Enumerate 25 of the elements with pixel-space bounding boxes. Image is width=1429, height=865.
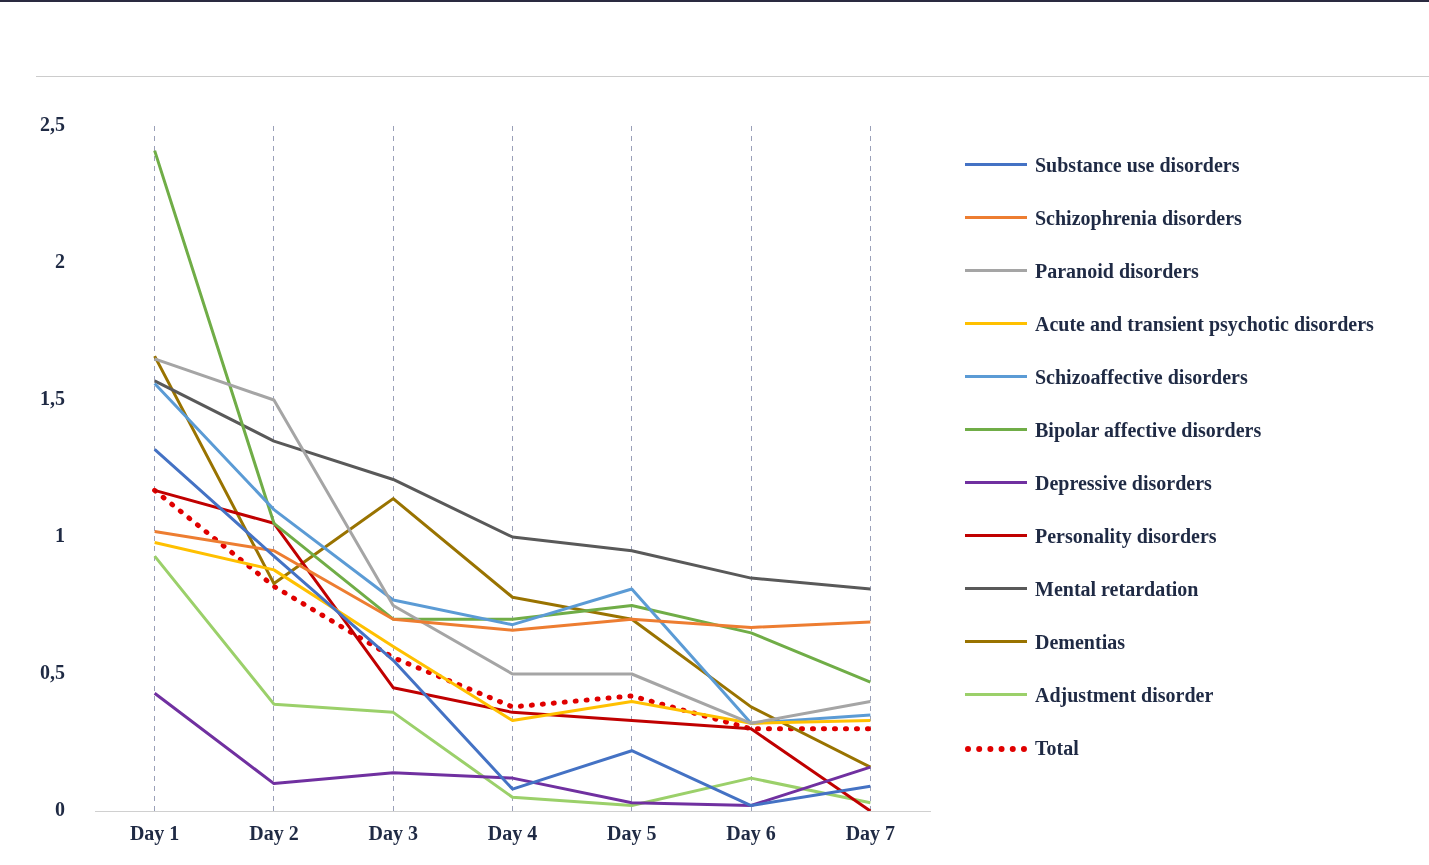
x-tick-label: Day 6 bbox=[726, 822, 776, 846]
legend-label: Personality disorders bbox=[1035, 524, 1217, 549]
legend-label: Dementias bbox=[1035, 630, 1125, 655]
legend-label: Bipolar affective disorders bbox=[1035, 418, 1262, 443]
y-tick-label: 1,5 bbox=[40, 387, 65, 410]
legend-label: Total bbox=[1035, 736, 1079, 761]
legend-label: Mental retardation bbox=[1035, 577, 1199, 602]
y-tick-label: 2 bbox=[55, 250, 65, 273]
legend-label: Substance use disorders bbox=[1035, 153, 1240, 178]
y-tick-label: 1 bbox=[55, 524, 65, 547]
legend-label: Paranoid disorders bbox=[1035, 259, 1199, 284]
legend-label: Depressive disorders bbox=[1035, 471, 1212, 496]
x-tick-label: Day 2 bbox=[249, 822, 299, 846]
y-tick-label: 0 bbox=[55, 798, 65, 821]
legend-label: Schizoaffective disorders bbox=[1035, 365, 1248, 390]
x-tick-label: Day 5 bbox=[607, 822, 657, 846]
y-tick-label: 2,5 bbox=[40, 113, 65, 136]
legend-label: Schizophrenia disorders bbox=[1035, 206, 1242, 231]
x-tick-label: Day 7 bbox=[845, 822, 896, 846]
x-tick-label: Day 4 bbox=[487, 822, 538, 846]
x-tick-label: Day 1 bbox=[129, 822, 180, 846]
y-tick-label: 0,5 bbox=[40, 661, 65, 684]
legend-label: Adjustment disorder bbox=[1035, 683, 1214, 708]
x-tick-label: Day 3 bbox=[368, 822, 418, 846]
legend-label: Acute and transient psychotic disorders bbox=[1035, 312, 1374, 337]
